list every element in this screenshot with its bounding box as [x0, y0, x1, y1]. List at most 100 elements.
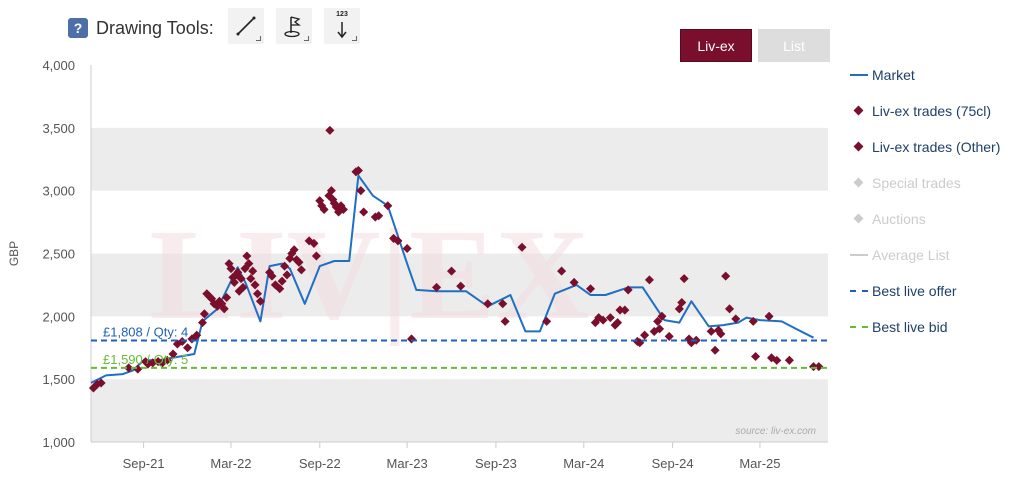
grid-band — [91, 127, 828, 191]
trade-point — [655, 324, 665, 334]
x-tick-label: Mar-22 — [210, 456, 251, 471]
trade-point — [432, 282, 442, 292]
dashed-line-icon — [850, 326, 868, 328]
legend-label-best-offer: Best live offer — [872, 283, 957, 299]
best-bid-label: £1,590 / Qty: 5 — [103, 352, 188, 367]
numbered-marker-icon — [337, 22, 347, 39]
trade-point — [277, 276, 287, 286]
trade-point — [640, 330, 650, 340]
trade-point — [275, 284, 285, 294]
source-caption: source: liv-ex.com — [735, 426, 816, 437]
legend-item-special-trades[interactable]: Special trades — [848, 173, 961, 193]
trade-point — [296, 265, 306, 275]
y-tick-label: 2,000 — [42, 309, 75, 324]
trade-point — [615, 305, 625, 315]
y-tick-label: 1,500 — [42, 372, 75, 387]
legend-label-trades-other: Liv-ex trades (Other) — [872, 139, 1001, 155]
trade-point — [353, 166, 363, 176]
trade-point — [613, 318, 623, 328]
trade-point — [393, 236, 403, 246]
trade-point — [586, 284, 596, 294]
trade-point — [764, 311, 774, 321]
trade-point — [500, 316, 510, 326]
y-axis-title: GBP — [7, 241, 21, 266]
legend-item-auctions[interactable]: Auctions — [848, 209, 926, 229]
legend-item-best-bid[interactable]: Best live bid — [848, 317, 947, 337]
legend-label-special-trades: Special trades — [872, 175, 961, 191]
trade-point — [784, 355, 794, 365]
trade-point — [183, 343, 193, 353]
x-tick-label: Sep-22 — [299, 456, 341, 471]
trade-point — [226, 264, 236, 274]
trade-point — [447, 266, 457, 276]
x-tick-label: Mar-24 — [563, 456, 604, 471]
line-draw-icon — [236, 16, 256, 36]
trade-point — [498, 299, 508, 309]
legend-item-trades-75cl[interactable]: Liv-ex trades (75cl) — [848, 101, 991, 121]
numbered-marker-label: 123 — [336, 11, 348, 18]
help-icon[interactable]: ? — [68, 18, 88, 38]
market-line-icon — [850, 74, 868, 76]
y-tick-label: 2,500 — [42, 247, 75, 262]
legend-label-auctions: Auctions — [872, 211, 926, 227]
market-line — [90, 174, 814, 384]
trade-point — [664, 331, 674, 341]
drawing-tools-label: Drawing Tools: — [96, 17, 214, 38]
trade-point — [242, 251, 252, 261]
dashed-line-icon — [850, 290, 868, 292]
trade-point — [748, 316, 758, 326]
watermark: LIV|EX — [149, 203, 589, 347]
livex-toggle-button[interactable]: Liv-ex — [680, 29, 752, 62]
line-icon — [850, 254, 868, 256]
x-tick-label: Mar-25 — [739, 456, 780, 471]
trade-point — [238, 282, 248, 292]
diamond-icon — [853, 141, 864, 152]
flag-marker-button[interactable] — [276, 8, 312, 44]
x-tick-label: Sep-23 — [475, 456, 517, 471]
legend-item-trades-other[interactable]: Liv-ex trades (Other) — [848, 137, 1000, 157]
trade-point — [598, 315, 608, 325]
y-tick-label: 3,000 — [42, 184, 75, 199]
help-label: ? — [73, 20, 83, 36]
numbered-marker-button[interactable]: 123 — [324, 8, 360, 44]
trade-point — [456, 281, 466, 291]
trade-point — [359, 207, 369, 217]
trade-point — [716, 329, 726, 339]
trade-point — [255, 296, 265, 306]
trade-point — [252, 289, 263, 299]
y-tick-label: 3,500 — [42, 121, 75, 136]
trade-point — [168, 349, 178, 359]
list-toggle-button[interactable]: List — [758, 29, 830, 62]
diamond-icon — [853, 177, 864, 188]
y-tick-label: 4,000 — [42, 58, 75, 73]
legend-label-best-bid: Best live bid — [872, 319, 948, 335]
legend-item-market[interactable]: Market — [848, 65, 915, 85]
diamond-icon — [853, 105, 864, 116]
line-draw-button[interactable] — [228, 8, 264, 44]
trade-point — [620, 305, 630, 315]
legend-item-average-list[interactable]: Average List — [848, 245, 950, 265]
legend-label-trades-75cl: Liv-ex trades (75cl) — [872, 103, 992, 119]
grid-band — [91, 379, 828, 442]
x-tick-label: Sep-21 — [123, 456, 165, 471]
trade-point — [244, 259, 254, 269]
trade-point — [267, 271, 277, 281]
trade-point — [679, 274, 689, 284]
trade-point — [644, 275, 654, 285]
best-offer-label: £1,808 / Qty: 4 — [103, 324, 188, 339]
trade-point — [162, 355, 172, 365]
y-tick-label: 1,000 — [42, 435, 75, 450]
trade-point — [706, 326, 716, 336]
diamond-icon — [853, 213, 864, 224]
trade-point — [222, 292, 232, 303]
trade-point — [219, 304, 229, 314]
legend-label-market: Market — [872, 67, 915, 83]
x-tick-label: Sep-24 — [652, 456, 694, 471]
trade-point — [326, 186, 336, 196]
trade-point — [250, 280, 260, 290]
drawing-toolbar: ? Drawing Tools: — [68, 10, 214, 46]
trade-point — [731, 314, 741, 324]
legend-item-best-offer[interactable]: Best live offer — [848, 281, 957, 301]
trade-point — [402, 243, 412, 254]
